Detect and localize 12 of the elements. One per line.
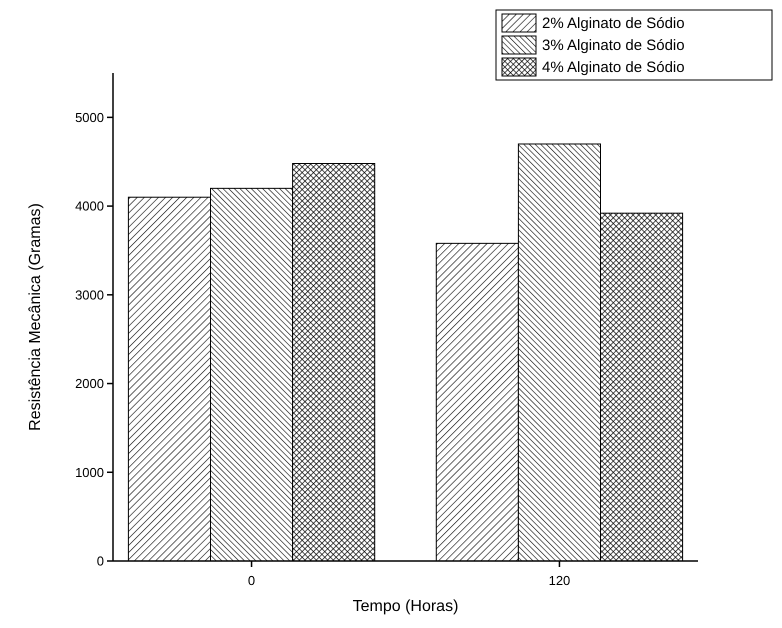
y-tick-label: 3000 [75, 287, 104, 302]
legend-label: 3% Alginato de Sódio [542, 37, 685, 54]
y-tick-label: 1000 [75, 464, 104, 480]
legend-label: 4% Alginato de Sódio [542, 59, 685, 76]
y-axis-title: Resistência Mecânica (Gramas) [27, 203, 44, 431]
x-axis-title: Tempo (Horas) [352, 598, 458, 615]
legend-label: 2% Alginato de Sódio [542, 15, 685, 32]
y-tick-label: 4000 [75, 198, 104, 214]
y-tick-label: 0 [96, 554, 104, 569]
y-tick-label: 2000 [75, 376, 104, 392]
y-tick-label: 5000 [75, 110, 104, 125]
x-tick-label: 120 [548, 573, 570, 588]
